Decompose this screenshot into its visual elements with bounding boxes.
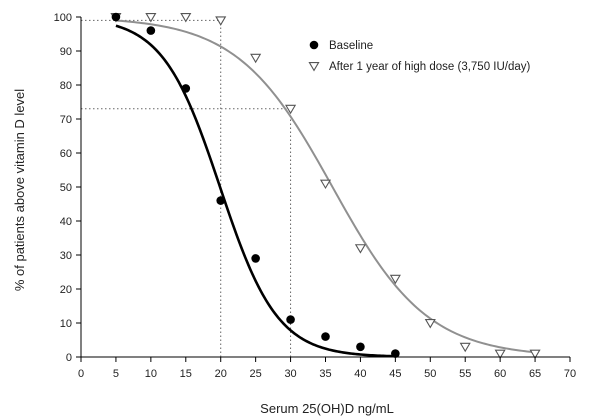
legend-marker-baseline — [309, 40, 319, 50]
legend-label-high-dose: After 1 year of high dose (3,750 IU/day) — [329, 61, 531, 73]
legend-marker-high-dose — [308, 61, 320, 72]
x-tick-label: 45 — [389, 368, 401, 380]
y-axis-title: % of patients above vitamin D level — [12, 89, 27, 291]
y-tick-label: 100 — [54, 12, 72, 24]
y-tick-label: 70 — [60, 114, 72, 126]
data-point-baseline-2 — [181, 84, 191, 93]
legend-label-baseline: Baseline — [329, 40, 373, 52]
legend: Baseline After 1 year of high dose (3,75… — [308, 40, 531, 73]
data-point-baseline-5 — [286, 315, 295, 324]
data-point-high-dose-4 — [250, 53, 262, 64]
data-point-high-dose-12 — [529, 349, 541, 360]
data-markers — [110, 12, 541, 360]
data-point-baseline-8 — [391, 349, 400, 358]
data-point-high-dose-11 — [494, 349, 506, 360]
x-tick-label: 35 — [319, 368, 331, 380]
data-point-baseline-3 — [216, 196, 226, 205]
x-tick-label: 40 — [354, 368, 366, 380]
y-tick-label: 90 — [60, 46, 72, 58]
data-point-high-dose-7 — [354, 244, 366, 254]
axes — [76, 16, 571, 362]
x-axis-title: Serum 25(OH)D ng/mL — [260, 401, 394, 416]
data-point-high-dose-1 — [145, 13, 157, 23]
fit-curve-series-1 — [115, 19, 536, 354]
y-tick-label: 40 — [60, 216, 72, 228]
y-tick-label: 50 — [60, 182, 72, 194]
data-point-baseline-6 — [321, 332, 330, 341]
x-tick-label: 60 — [494, 368, 506, 380]
data-point-high-dose-9 — [424, 318, 436, 329]
y-tick-label: 60 — [60, 148, 72, 160]
data-point-high-dose-2 — [180, 13, 192, 23]
x-tick-label: 20 — [215, 368, 227, 380]
x-tick-label: 5 — [113, 368, 119, 380]
data-point-baseline-0 — [111, 12, 121, 22]
y-tick-label: 0 — [66, 352, 72, 364]
x-tick-label: 0 — [78, 368, 84, 380]
data-point-baseline-1 — [146, 26, 156, 35]
y-tick-label: 80 — [60, 80, 72, 92]
x-tick-label: 10 — [145, 368, 157, 380]
data-point-high-dose-5 — [285, 104, 297, 115]
x-tick-label: 25 — [250, 368, 262, 380]
x-tick-label: 70 — [564, 368, 576, 380]
fit-curves — [115, 19, 536, 358]
data-point-baseline-4 — [251, 254, 260, 263]
y-tick-label: 10 — [60, 318, 72, 330]
x-tick-label: 65 — [529, 368, 541, 380]
x-tick-label: 15 — [180, 368, 192, 380]
data-point-high-dose-3 — [215, 16, 227, 26]
data-point-high-dose-8 — [389, 274, 401, 285]
reference-lines — [81, 17, 292, 357]
x-tick-label: 30 — [284, 368, 296, 380]
data-point-high-dose-6 — [319, 179, 332, 190]
x-tick-label: 55 — [459, 368, 471, 380]
y-tick-label: 20 — [60, 284, 72, 296]
data-point-high-dose-10 — [459, 342, 471, 353]
y-tick-label: 30 — [60, 250, 72, 262]
data-point-baseline-7 — [356, 342, 365, 352]
tick-labels: 0 5 10 15 20 25 30 35 40 45 50 55 60 65 70 0 10 20 30 40 50 6… — [54, 12, 576, 380]
fit-curve-series-0 — [115, 24, 396, 358]
x-tick-label: 50 — [424, 368, 436, 380]
